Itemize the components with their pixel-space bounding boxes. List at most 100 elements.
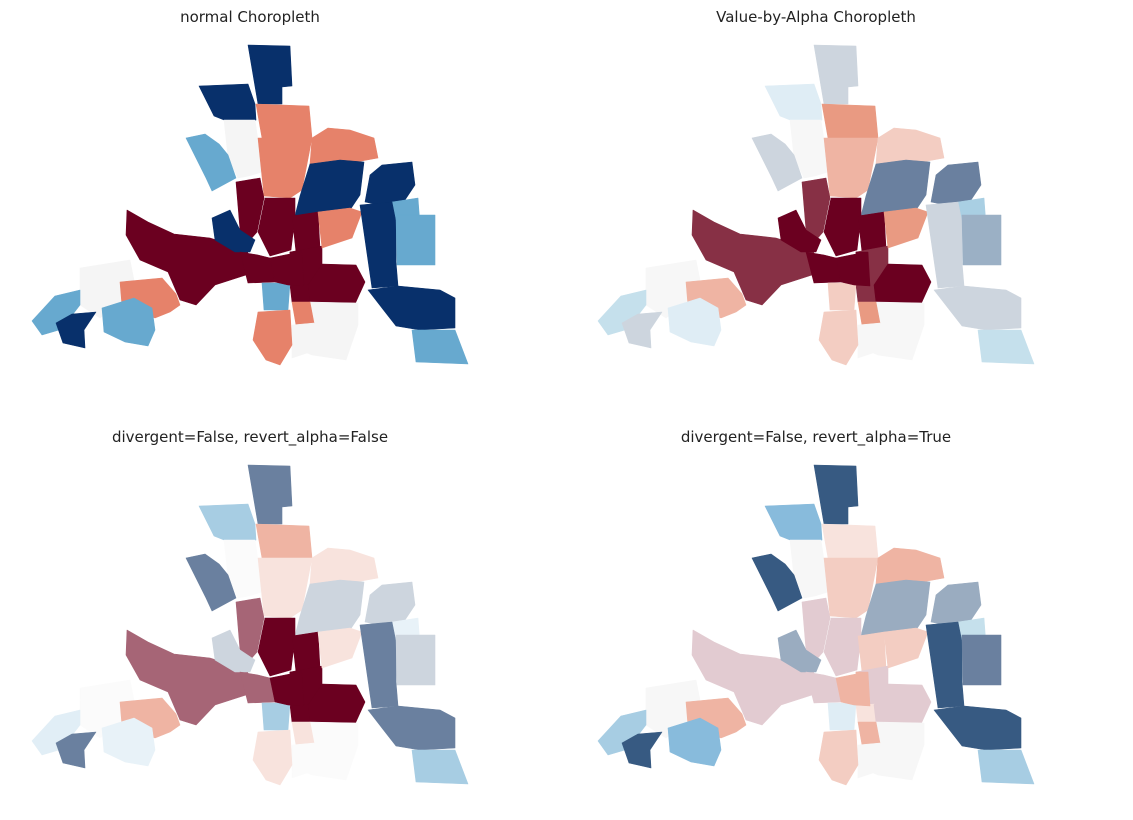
map-region-31 [31, 289, 81, 336]
map-region-25 [291, 721, 315, 746]
map-region-20 [395, 634, 436, 686]
map-region-25 [857, 721, 881, 746]
map-region-26 [857, 742, 881, 779]
map-region-20 [961, 634, 1002, 686]
map-region-5 [255, 103, 313, 143]
panel-title: divergent=False, revert_alpha=True [680, 428, 952, 446]
map-region-9 [930, 161, 982, 206]
panel-divergent-false-revert-false: divergent=False, revert_alpha=False [0, 420, 560, 820]
map-region-13 [257, 617, 296, 677]
map-region-1 [813, 44, 859, 105]
map-region-5 [821, 523, 879, 563]
map-region-22 [289, 703, 311, 723]
map-region-31 [597, 709, 647, 756]
map-region-15 [239, 251, 276, 284]
map-region-28 [252, 309, 293, 366]
map-region-32 [621, 731, 663, 769]
map-region-1 [247, 44, 293, 105]
map-region-27 [261, 282, 291, 311]
map-region-19 [925, 621, 965, 709]
map-region-33 [667, 717, 722, 767]
map-region-18 [883, 627, 929, 669]
map-region-11 [691, 209, 815, 306]
map-normal-choropleth [31, 44, 469, 366]
map-region-4 [751, 553, 803, 612]
map-region-19 [359, 201, 399, 289]
map-region-21 [367, 705, 456, 751]
map-region-18 [317, 627, 363, 669]
map-region-32 [55, 731, 97, 769]
map-region-14 [777, 209, 822, 253]
map-region-21 [367, 285, 456, 331]
panel-divergent-false-revert-true: divergent=False, revert_alpha=True [566, 420, 1126, 820]
map-region-32 [55, 311, 97, 349]
map-region-33 [101, 297, 156, 347]
map-region-4 [751, 133, 803, 192]
map-region-6 [257, 557, 313, 619]
panel-title: normal Choropleth [180, 8, 320, 26]
map-region-14 [777, 629, 822, 673]
map-region-20 [961, 214, 1002, 266]
map-region-1 [247, 464, 293, 525]
map-region-19 [359, 621, 399, 709]
map-region-19 [925, 201, 965, 289]
map-region-34 [411, 749, 469, 785]
map-region-4 [185, 553, 237, 612]
map-region-28 [818, 729, 859, 786]
map-region-32 [621, 311, 663, 349]
map-region-31 [31, 709, 81, 756]
map-region-27 [827, 282, 857, 311]
map-region-21 [933, 705, 1022, 751]
map-region-25 [291, 301, 315, 326]
panel-title: Value-by-Alpha Choropleth [716, 8, 916, 26]
map-region-15 [805, 671, 842, 704]
map-region-14 [211, 629, 256, 673]
map-region-11 [125, 209, 249, 306]
map-region-5 [255, 523, 313, 563]
map-region-26 [291, 742, 315, 779]
map-region-22 [855, 283, 877, 303]
map-region-33 [101, 717, 156, 767]
map-region-27 [827, 702, 857, 731]
map-region-15 [239, 671, 276, 704]
map-region-28 [818, 309, 859, 366]
map-region-16 [291, 631, 321, 673]
panel-title: divergent=False, revert_alpha=False [111, 428, 389, 446]
map-divergent-false-revert-false [31, 464, 469, 786]
map-region-35 [835, 671, 871, 707]
map-region-27 [261, 702, 291, 731]
map-region-34 [977, 329, 1035, 365]
map-region-7 [309, 127, 379, 165]
map-region-15 [805, 251, 842, 284]
map-region-6 [257, 137, 313, 199]
map-region-18 [883, 207, 929, 249]
map-region-6 [823, 137, 879, 199]
map-region-18 [317, 207, 363, 249]
map-region-16 [857, 631, 887, 673]
map-region-5 [821, 103, 879, 143]
map-region-11 [125, 629, 249, 726]
map-region-35 [269, 251, 305, 287]
map-region-4 [185, 133, 237, 192]
map-divergent-false-revert-true [597, 464, 1035, 786]
map-region-16 [291, 211, 321, 253]
map-region-28 [252, 729, 293, 786]
map-region-7 [875, 547, 945, 585]
map-region-11 [691, 629, 815, 726]
map-region-34 [977, 749, 1035, 785]
map-region-13 [257, 197, 296, 257]
map-region-13 [823, 617, 862, 677]
map-region-22 [855, 703, 877, 723]
map-region-14 [211, 209, 256, 253]
map-region-7 [309, 547, 379, 585]
map-region-7 [875, 127, 945, 165]
map-region-34 [411, 329, 469, 365]
map-region-31 [597, 289, 647, 336]
map-region-21 [933, 285, 1022, 331]
map-region-25 [857, 301, 881, 326]
panel-value-by-alpha: Value-by-Alpha Choropleth [566, 0, 1126, 400]
map-region-1 [813, 464, 859, 525]
map-region-13 [823, 197, 862, 257]
map-region-26 [291, 322, 315, 359]
map-region-22 [289, 283, 311, 303]
